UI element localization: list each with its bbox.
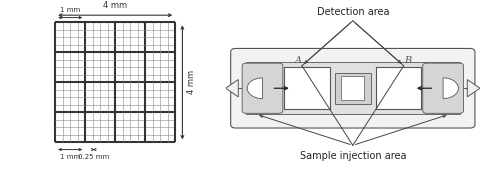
Wedge shape <box>247 78 263 99</box>
Text: 4 mm: 4 mm <box>187 70 196 94</box>
Wedge shape <box>443 78 458 99</box>
Bar <box>284 67 330 109</box>
FancyBboxPatch shape <box>231 48 475 128</box>
Bar <box>335 73 371 104</box>
Polygon shape <box>226 80 238 97</box>
Text: 1 mm: 1 mm <box>60 154 80 160</box>
Polygon shape <box>467 80 480 97</box>
Bar <box>341 76 364 100</box>
FancyBboxPatch shape <box>423 63 464 113</box>
Bar <box>55 22 175 142</box>
Text: 0.25 mm: 0.25 mm <box>78 154 109 160</box>
Text: Detection area: Detection area <box>316 7 389 17</box>
Bar <box>376 67 421 109</box>
Text: Sample injection area: Sample injection area <box>300 151 406 161</box>
Text: 4 mm: 4 mm <box>103 1 127 10</box>
Text: 1 mm: 1 mm <box>60 7 80 13</box>
Text: A: A <box>295 56 301 65</box>
FancyBboxPatch shape <box>242 63 283 113</box>
Text: B: B <box>404 56 411 65</box>
Bar <box>246 62 460 114</box>
